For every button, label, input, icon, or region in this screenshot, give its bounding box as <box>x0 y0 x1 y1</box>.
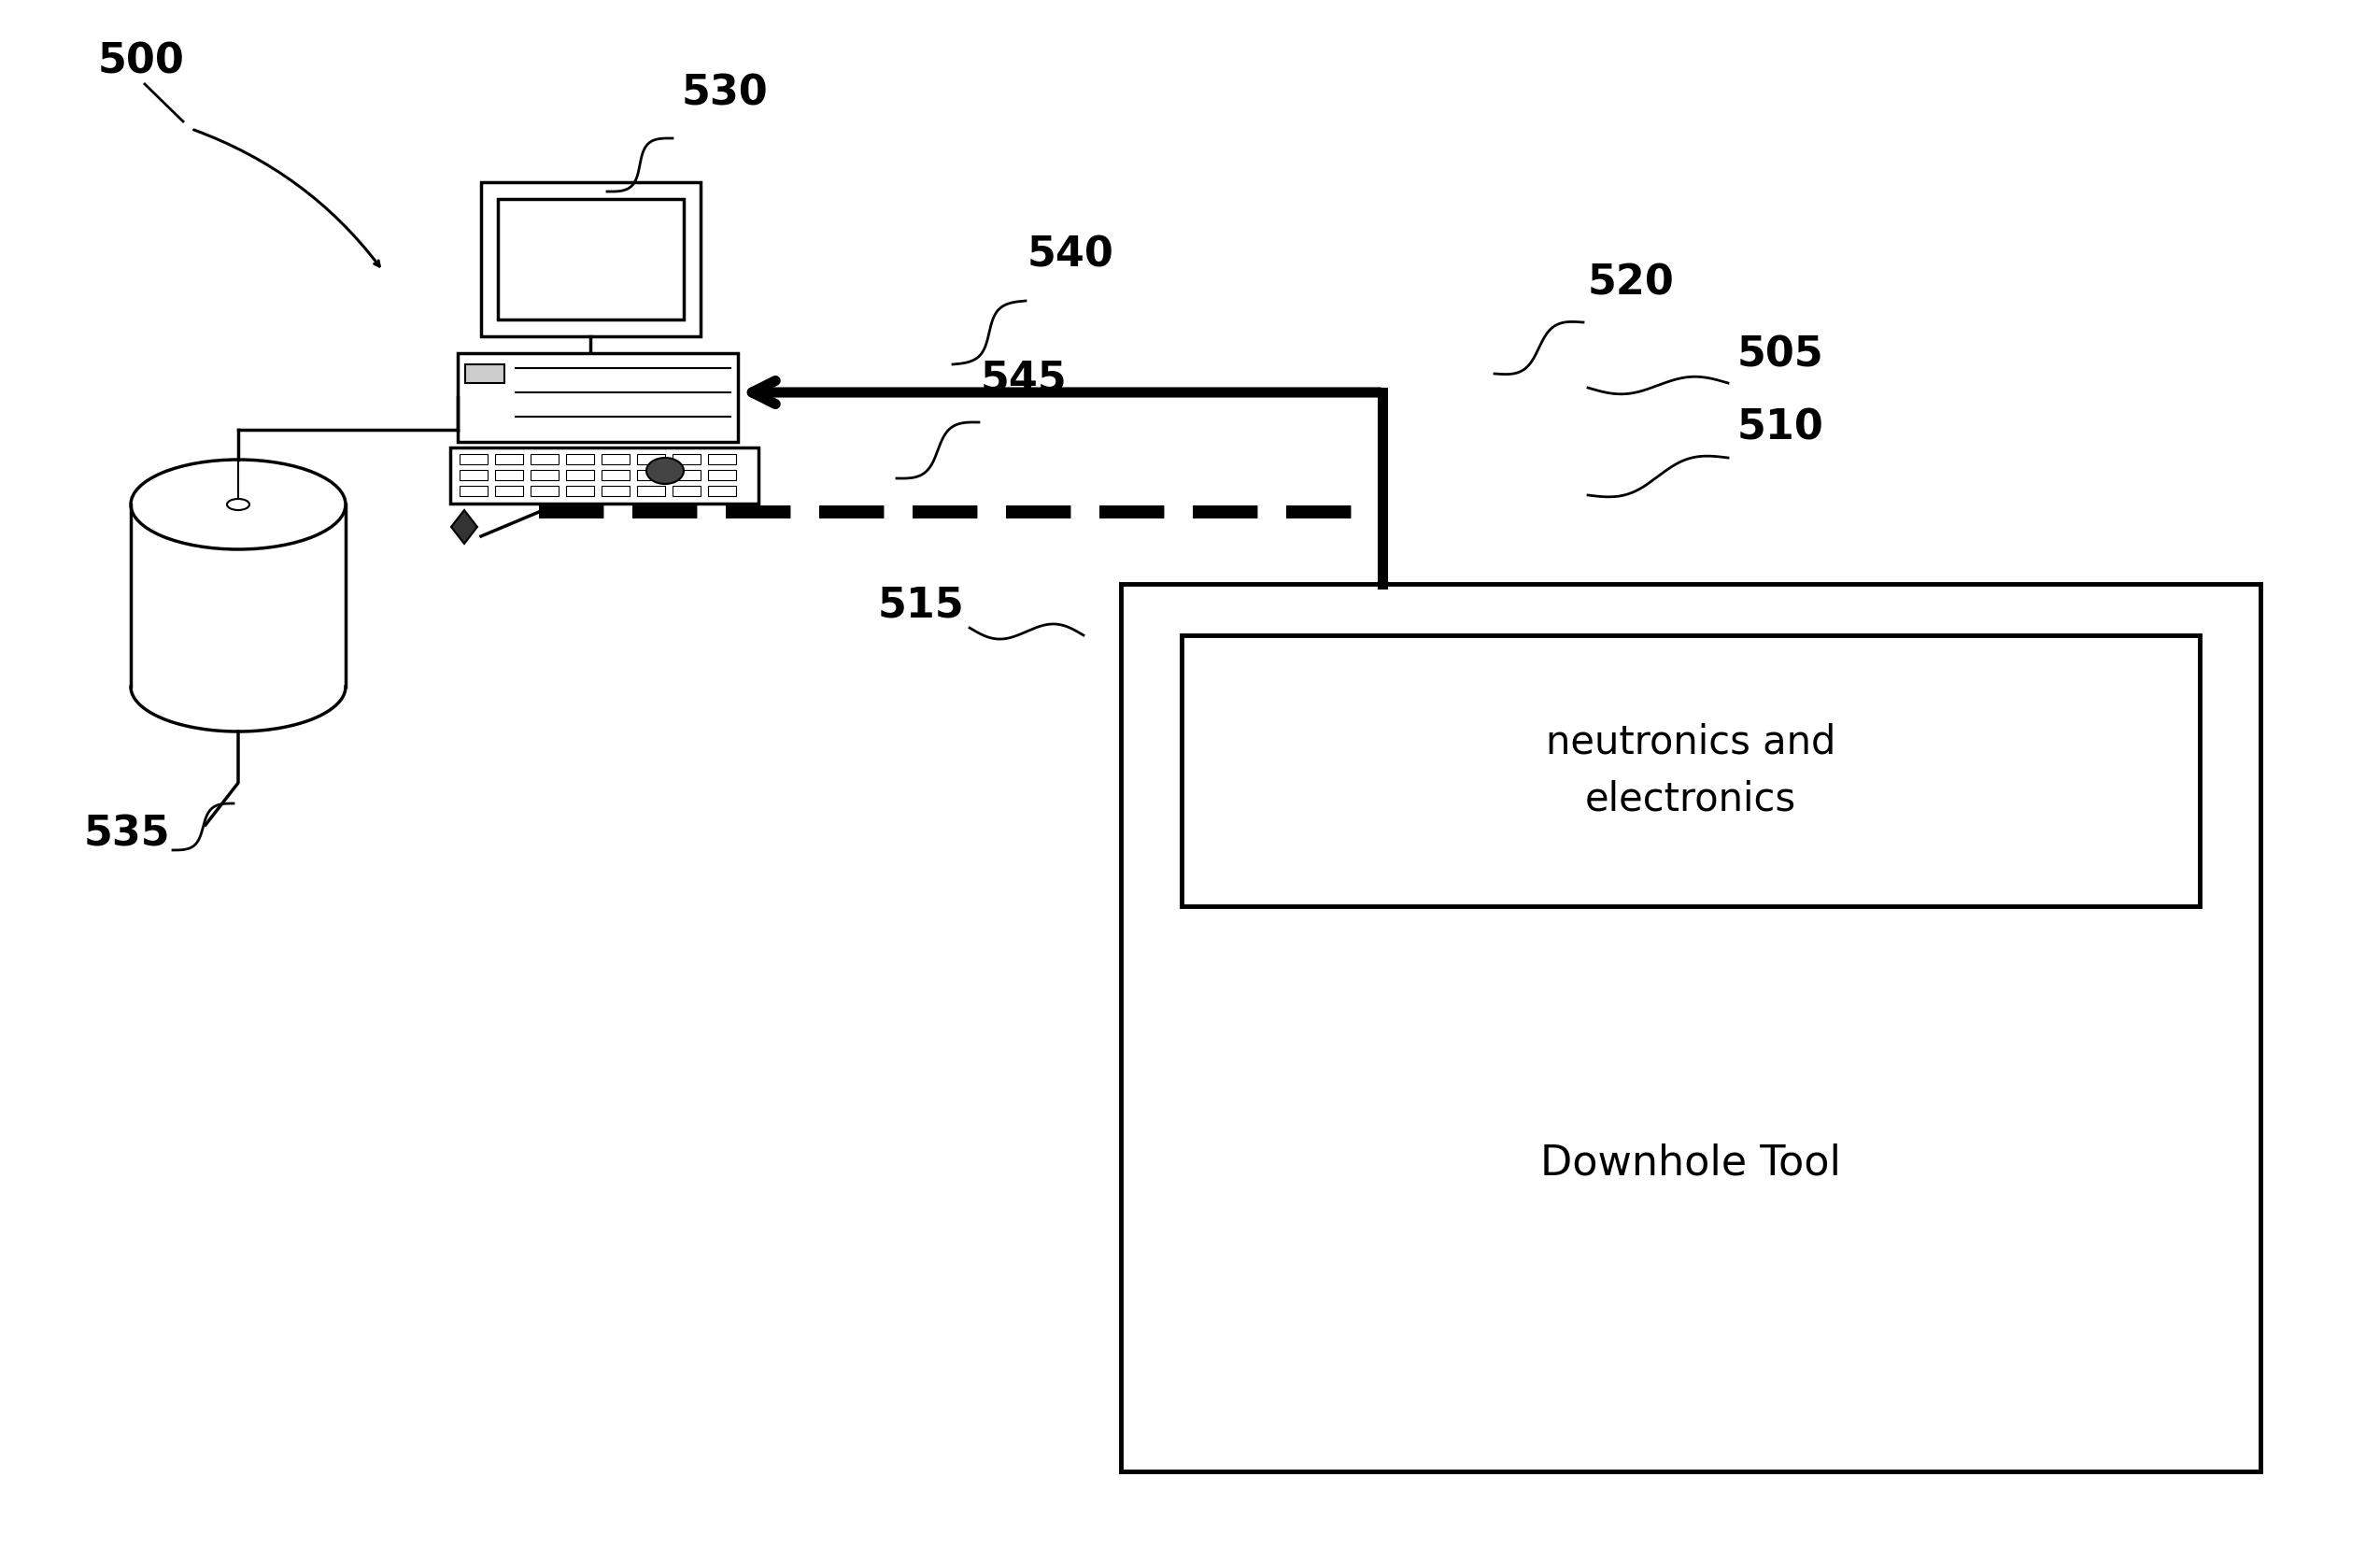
Text: 535: 535 <box>83 814 171 854</box>
Bar <box>638 454 664 464</box>
Bar <box>1121 584 2261 1472</box>
Bar <box>566 471 595 480</box>
Bar <box>1180 635 2199 906</box>
Bar <box>707 454 735 464</box>
Ellipse shape <box>647 458 683 485</box>
Bar <box>495 486 524 495</box>
Bar <box>638 471 664 480</box>
Bar <box>459 471 488 480</box>
Bar <box>566 486 595 495</box>
Bar <box>495 454 524 464</box>
Text: 530: 530 <box>681 73 769 113</box>
Text: neutronics and
electronics: neutronics and electronics <box>1545 723 1835 819</box>
Bar <box>602 486 631 495</box>
Bar <box>464 364 505 382</box>
Bar <box>707 471 735 480</box>
Text: 515: 515 <box>878 585 964 625</box>
Bar <box>674 486 700 495</box>
Bar <box>459 454 488 464</box>
Bar <box>481 183 700 336</box>
Bar <box>707 486 735 495</box>
Ellipse shape <box>226 498 250 511</box>
Ellipse shape <box>131 460 345 550</box>
Bar <box>638 486 664 495</box>
Bar <box>674 471 700 480</box>
Text: 510: 510 <box>1737 407 1823 447</box>
Bar <box>531 486 559 495</box>
Polygon shape <box>452 511 478 543</box>
Bar <box>457 353 738 441</box>
Bar <box>531 471 559 480</box>
Text: 520: 520 <box>1587 263 1676 303</box>
Bar <box>674 454 700 464</box>
Bar <box>602 454 631 464</box>
Text: 540: 540 <box>1028 234 1114 274</box>
Text: 500: 500 <box>98 42 186 82</box>
Bar <box>495 471 524 480</box>
Text: 545: 545 <box>981 359 1066 399</box>
Bar <box>459 486 488 495</box>
Text: 505: 505 <box>1737 334 1823 375</box>
Bar <box>450 447 759 503</box>
Text: Downhole Tool: Downhole Tool <box>1540 1142 1842 1183</box>
Bar <box>497 200 683 319</box>
Bar <box>602 471 631 480</box>
Bar <box>531 454 559 464</box>
Bar <box>566 454 595 464</box>
